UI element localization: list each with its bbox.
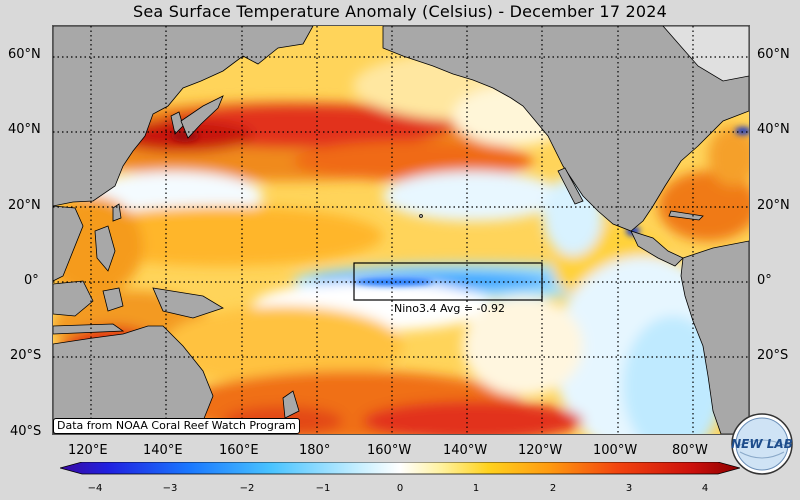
borneo-landmass [53, 280, 94, 317]
lon-label-120e: 120°E [68, 443, 108, 458]
map-title: Sea Surface Temperature Anomaly (Celsius… [133, 2, 667, 21]
colorbar [60, 462, 740, 475]
colorbar-tick: 0 [396, 483, 404, 494]
lat-label-right-60n: 60°N [757, 47, 790, 62]
data-credit: Data from NOAA Coral Reef Watch Program [53, 418, 300, 434]
indochina-landmass [53, 205, 84, 282]
colorbar-tick: −4 [87, 483, 103, 494]
lon-label-140w: 140°W [443, 443, 488, 458]
land [53, 26, 749, 434]
lon-label-100w: 100°W [593, 443, 638, 458]
lat-label-left-60n: 60°N [8, 47, 41, 62]
lon-label-80w: 80°W [672, 443, 708, 458]
asia-landmass [53, 26, 314, 207]
australia-landmass [53, 325, 214, 434]
hawaii-islands [419, 214, 423, 218]
lon-label-180: 180° [299, 443, 331, 458]
sulawesi-landmass [102, 287, 124, 312]
central-america-landmass [630, 230, 684, 267]
new-lab-logo: NEW LAB [731, 413, 793, 475]
colorbar-tick: 1 [472, 483, 480, 494]
new-zealand-landmass [282, 390, 300, 419]
logo-text: NEW LAB [731, 437, 793, 451]
lon-label-160w: 160°W [367, 443, 412, 458]
graticule [53, 26, 749, 434]
colorbar-tick: −2 [239, 483, 255, 494]
lat-label-right-20s: 20°S [757, 348, 789, 363]
nino34-box [353, 262, 543, 301]
java-landmass [53, 323, 125, 335]
cuba-landmass [668, 210, 704, 221]
greenland-landmass [662, 26, 749, 82]
lat-label-left-eq: 0° [24, 273, 39, 288]
lon-label-160e: 160°E [219, 443, 259, 458]
lat-label-right-eq: 0° [757, 273, 772, 288]
south-america-landmass [680, 240, 749, 434]
lon-label-140e: 140°E [143, 443, 183, 458]
sst-anomaly-map: Nino3.4 Avg = -0.92 [52, 25, 750, 435]
colorbar-tick: 2 [549, 483, 557, 494]
lat-label-left-20n: 20°N [8, 198, 41, 213]
japan-landmass [180, 95, 224, 139]
lat-label-left-40s: 40°S [10, 424, 42, 439]
lon-label-120w: 120°W [518, 443, 563, 458]
colorbar-gradient [60, 462, 740, 475]
taiwan-landmass [112, 203, 122, 222]
lat-label-left-20s: 20°S [10, 348, 42, 363]
colorbar-tick: 4 [701, 483, 709, 494]
baja-landmass [557, 167, 584, 205]
map-svg: Nino3.4 Avg = -0.92 [53, 26, 749, 434]
north-america-landmass [382, 26, 749, 232]
philippines-landmass [94, 225, 116, 272]
lat-label-left-40n: 40°N [8, 122, 41, 137]
colorbar-tick: −1 [315, 483, 331, 494]
lat-label-right-20n: 20°N [757, 198, 790, 213]
nino34-label: Nino3.4 Avg = -0.92 [394, 302, 505, 315]
colorbar-tick: −3 [162, 483, 178, 494]
new-guinea-landmass [152, 287, 224, 319]
lat-label-right-40n: 40°N [757, 122, 790, 137]
colorbar-tick: 3 [625, 483, 633, 494]
